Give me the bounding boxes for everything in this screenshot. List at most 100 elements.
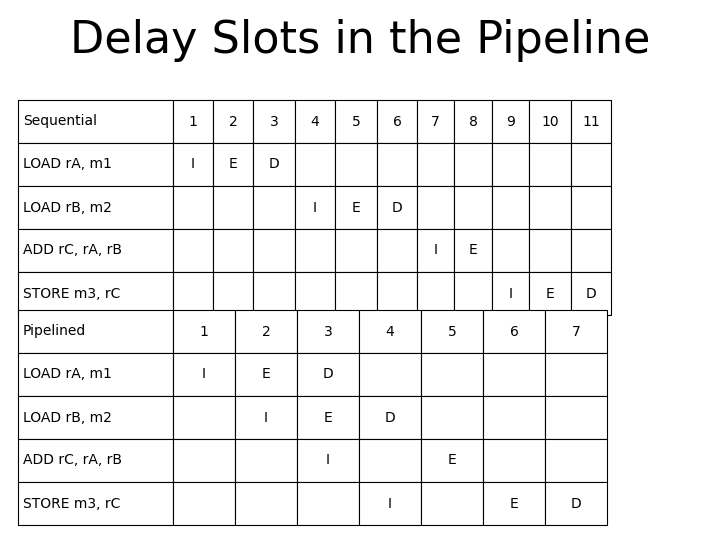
Bar [18, 310, 173, 353]
Bar [253, 186, 295, 229]
Text: E: E [469, 244, 477, 258]
Bar [545, 353, 607, 396]
Bar [213, 229, 253, 272]
Text: 7: 7 [572, 325, 580, 339]
Text: 5: 5 [351, 114, 361, 129]
Bar [18, 143, 173, 186]
Bar [18, 186, 173, 229]
Bar [492, 100, 529, 143]
Text: E: E [546, 287, 554, 300]
Bar [297, 482, 359, 525]
Text: I: I [433, 244, 438, 258]
Bar [454, 272, 492, 315]
Bar [359, 310, 421, 353]
Bar [18, 272, 173, 315]
Bar [571, 143, 611, 186]
Text: 6: 6 [392, 114, 402, 129]
Bar [297, 353, 359, 396]
Text: E: E [510, 496, 518, 510]
Bar [571, 272, 611, 315]
Text: D: D [269, 158, 279, 172]
Bar [529, 143, 571, 186]
Bar [483, 310, 545, 353]
Bar [173, 396, 235, 439]
Bar [417, 100, 454, 143]
Bar [483, 396, 545, 439]
Text: E: E [448, 454, 456, 468]
Bar [335, 229, 377, 272]
Bar [417, 272, 454, 315]
Text: I: I [264, 410, 268, 424]
Text: 1: 1 [189, 114, 197, 129]
Text: 1: 1 [199, 325, 208, 339]
Text: D: D [392, 200, 402, 214]
Bar [492, 229, 529, 272]
Text: 8: 8 [469, 114, 477, 129]
Bar [335, 272, 377, 315]
Text: LOAD rB, m2: LOAD rB, m2 [23, 410, 112, 424]
Bar [173, 272, 213, 315]
Bar [253, 229, 295, 272]
Bar [295, 272, 335, 315]
Text: D: D [384, 410, 395, 424]
Bar [421, 353, 483, 396]
Text: ADD rC, rA, rB: ADD rC, rA, rB [23, 454, 122, 468]
Bar [235, 353, 297, 396]
Bar [377, 143, 417, 186]
Bar [359, 439, 421, 482]
Bar [417, 229, 454, 272]
Bar [571, 100, 611, 143]
Text: I: I [326, 454, 330, 468]
Bar [253, 100, 295, 143]
Bar [571, 186, 611, 229]
Text: I: I [191, 158, 195, 172]
Text: 5: 5 [448, 325, 456, 339]
Bar [545, 310, 607, 353]
Text: 7: 7 [431, 114, 440, 129]
Bar [235, 396, 297, 439]
Bar [545, 396, 607, 439]
Text: LOAD rA, m1: LOAD rA, m1 [23, 158, 112, 172]
Text: STORE m3, rC: STORE m3, rC [23, 496, 120, 510]
Bar [235, 310, 297, 353]
Text: Pipelined: Pipelined [23, 325, 86, 339]
Bar [213, 186, 253, 229]
Bar [571, 229, 611, 272]
Text: D: D [571, 496, 581, 510]
Bar [545, 439, 607, 482]
Bar [173, 100, 213, 143]
Bar [295, 100, 335, 143]
Bar [492, 186, 529, 229]
Text: E: E [351, 200, 361, 214]
Bar [18, 396, 173, 439]
Bar [417, 143, 454, 186]
Bar [173, 186, 213, 229]
Bar [529, 100, 571, 143]
Text: 11: 11 [582, 114, 600, 129]
Bar [173, 482, 235, 525]
Bar [545, 482, 607, 525]
Bar [18, 229, 173, 272]
Text: 3: 3 [269, 114, 279, 129]
Bar [253, 272, 295, 315]
Bar [297, 310, 359, 353]
Bar [173, 310, 235, 353]
Bar [297, 439, 359, 482]
Bar [483, 353, 545, 396]
Text: I: I [388, 496, 392, 510]
Bar [421, 310, 483, 353]
Bar [335, 143, 377, 186]
Text: LOAD rA, m1: LOAD rA, m1 [23, 368, 112, 381]
Bar [295, 229, 335, 272]
Bar [213, 272, 253, 315]
Text: I: I [202, 368, 206, 381]
Bar [335, 100, 377, 143]
Bar [359, 396, 421, 439]
Text: Sequential: Sequential [23, 114, 97, 129]
Bar [454, 186, 492, 229]
Bar [377, 272, 417, 315]
Text: I: I [313, 200, 317, 214]
Text: 4: 4 [386, 325, 395, 339]
Bar [421, 439, 483, 482]
Bar [295, 186, 335, 229]
